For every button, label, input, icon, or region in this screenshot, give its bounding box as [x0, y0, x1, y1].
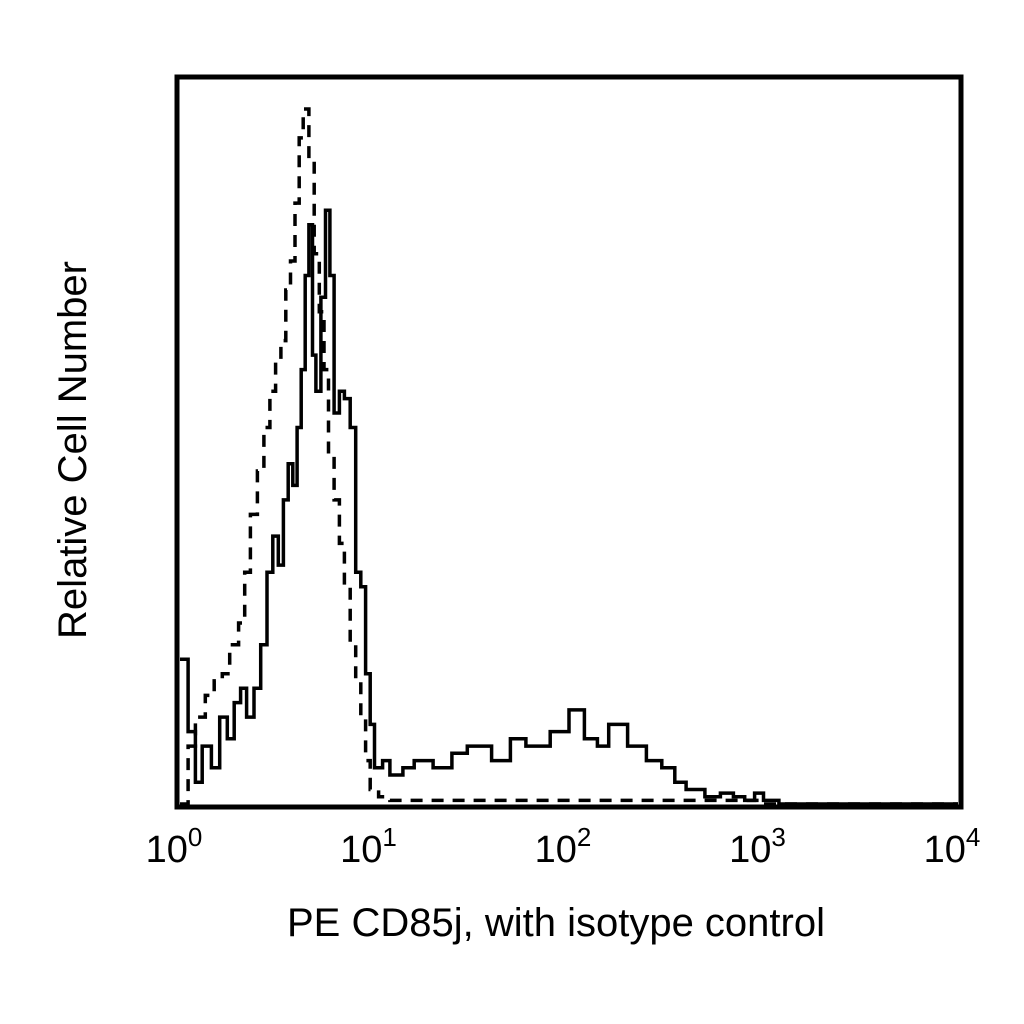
x-tick-labels: 100 101 102 103 104 [146, 822, 981, 871]
y-axis-label: Relative Cell Number [51, 261, 95, 639]
plot-frame [174, 74, 964, 810]
x-tick-label-0: 100 [146, 822, 203, 871]
series-layer [180, 107, 958, 806]
x-tick-exponent: 3 [771, 822, 785, 852]
x-tick-base: 10 [924, 829, 966, 871]
x-axis-label: PE CD85j, with isotype control [287, 901, 825, 945]
x-tick-exponent: 2 [577, 822, 591, 852]
x-tick-exponent: 0 [188, 822, 202, 852]
x-tick-exponent: 4 [966, 822, 980, 852]
x-tick-label-3: 103 [729, 822, 786, 871]
x-tick-label-2: 102 [535, 822, 592, 871]
x-tick-base: 10 [340, 829, 382, 871]
pe-cd85j-line [180, 208, 958, 806]
x-tick-label-4: 104 [924, 822, 981, 871]
x-tick-exponent: 1 [382, 822, 396, 852]
x-tick-base: 10 [729, 829, 771, 871]
x-tick-label-1: 101 [340, 822, 397, 871]
isotype-control-line [180, 107, 958, 806]
x-tick-base: 10 [535, 829, 577, 871]
x-tick-base: 10 [146, 829, 188, 871]
